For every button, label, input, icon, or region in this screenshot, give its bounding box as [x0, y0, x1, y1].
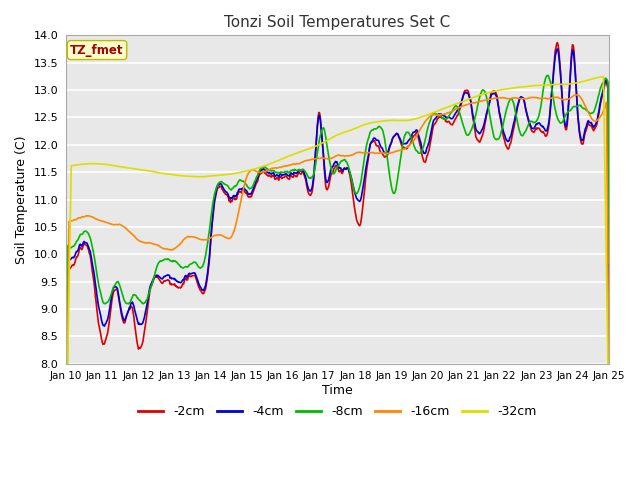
Y-axis label: Soil Temperature (C): Soil Temperature (C): [15, 135, 28, 264]
Title: Tonzi Soil Temperatures Set C: Tonzi Soil Temperatures Set C: [224, 15, 451, 30]
Legend: -2cm, -4cm, -8cm, -16cm, -32cm: -2cm, -4cm, -8cm, -16cm, -32cm: [133, 400, 541, 423]
Text: TZ_fmet: TZ_fmet: [70, 44, 124, 57]
X-axis label: Time: Time: [322, 384, 353, 397]
